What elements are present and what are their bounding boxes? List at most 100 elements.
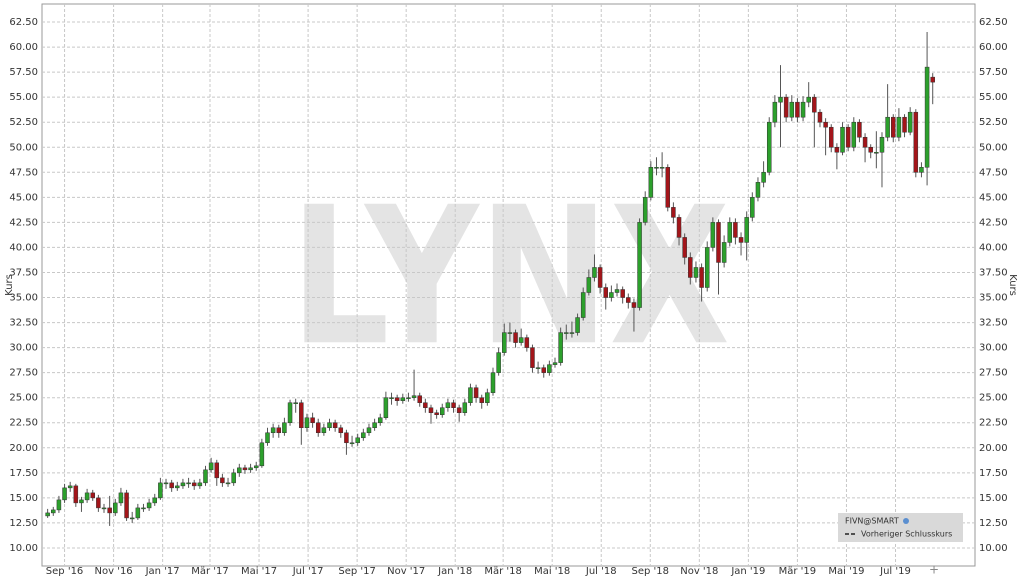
candle-body [428, 407, 434, 413]
candle-body [96, 497, 101, 509]
zoom-button[interactable]: + [929, 563, 939, 577]
y-tick-label: 35.00 [9, 293, 38, 304]
y-tick-label-right: 60.00 [979, 42, 1008, 53]
candle-body [56, 499, 62, 511]
candle-body [253, 465, 259, 469]
candle-body [175, 485, 180, 489]
candle-body [761, 172, 766, 183]
candle-body [586, 277, 592, 293]
candle-body [135, 507, 141, 519]
candle-body [879, 136, 885, 153]
candle-body [394, 397, 400, 401]
candle-body [129, 517, 135, 520]
candle-body [614, 289, 620, 293]
candles [45, 32, 935, 526]
candle-body [338, 427, 344, 434]
candle-body [124, 492, 129, 519]
candle-body [620, 289, 625, 298]
candle-body [191, 482, 197, 487]
candle-body [665, 167, 671, 208]
candle-body [62, 487, 67, 501]
candle-body [676, 217, 682, 238]
candle-body [744, 217, 749, 243]
candle-body [648, 167, 654, 198]
candle-body [490, 372, 496, 393]
candle-body [896, 116, 902, 138]
candle-body [795, 101, 800, 118]
x-tick-label: Jan '19 [730, 566, 765, 577]
candle-body [524, 337, 530, 348]
candle-body [930, 76, 935, 83]
candle-body [772, 101, 778, 123]
y-tick-label-right: 15.00 [979, 493, 1008, 504]
candle-body [372, 422, 377, 429]
candle-body [840, 126, 845, 153]
watermark: LYNX [290, 166, 730, 387]
candle-body [704, 247, 710, 288]
y-tick-label-right: 20.00 [979, 443, 1008, 454]
candle-body [812, 96, 817, 113]
candle-body [332, 422, 338, 429]
y-tick-label-right: 32.50 [979, 318, 1008, 329]
candle-body [518, 337, 524, 343]
candle-body [569, 332, 575, 334]
candle-body [473, 387, 479, 398]
y-tick-label: 22.50 [9, 418, 38, 429]
candle-body [710, 222, 716, 248]
y-tick-label-right: 10.00 [979, 543, 1008, 554]
plot-frame [41, 3, 976, 567]
candle-body [535, 367, 541, 369]
legend-box [838, 513, 963, 542]
candle-body [513, 332, 518, 343]
y-tick-label: 60.00 [9, 42, 38, 53]
x-tick-label: Jul '19 [879, 566, 911, 577]
y-tick-label: 25.00 [9, 393, 38, 404]
candle-body [626, 297, 631, 303]
x-tick-label: Mär '17 [191, 566, 229, 577]
y-tick-label-right: 40.00 [979, 242, 1008, 253]
candle-body [299, 402, 304, 429]
candle-body [462, 402, 468, 413]
candle-body [389, 397, 394, 399]
candle-body [817, 111, 823, 123]
y-tick-label-right: 35.00 [979, 293, 1008, 304]
candle-body [496, 352, 501, 373]
y-tick-label: 47.50 [9, 167, 38, 178]
candle-body [597, 267, 603, 288]
x-tick-label: Jan '17 [145, 566, 180, 577]
candle-body [440, 407, 445, 415]
candle-body [592, 267, 597, 278]
candle-body [727, 222, 733, 243]
y-tick-label: 40.00 [9, 242, 38, 253]
candle-body [468, 387, 473, 403]
y-tick-label: 50.00 [9, 142, 38, 153]
y-tick-label-right: 47.50 [979, 167, 1008, 178]
candle-body [355, 437, 360, 444]
candle-body [73, 485, 79, 504]
candle-body [220, 477, 225, 484]
legend-icon [903, 518, 909, 524]
candle-body [67, 485, 73, 489]
candle-body [377, 417, 383, 423]
candle-body [502, 332, 507, 353]
y-tick-label-right: 30.00 [979, 343, 1008, 354]
candle-body [682, 237, 687, 258]
candle-body [276, 427, 282, 434]
candle-body [163, 482, 169, 485]
candle-body [907, 111, 913, 133]
y-tick-label: 57.50 [9, 67, 38, 78]
candle-body [868, 147, 873, 153]
legend-entry: Vorheriger Schlusskurs [861, 530, 952, 539]
candle-body [766, 121, 772, 173]
candle-body [423, 402, 428, 408]
y-tick-label: 20.00 [9, 443, 38, 454]
x-tick-label: Mai '17 [241, 566, 277, 577]
x-tick-label: Mai '19 [828, 566, 864, 577]
candle-body [259, 442, 265, 467]
candle-body [828, 126, 834, 148]
candle-body [609, 292, 614, 298]
candle-body [564, 332, 569, 334]
candle-body [203, 469, 208, 484]
candle-body [237, 467, 242, 474]
